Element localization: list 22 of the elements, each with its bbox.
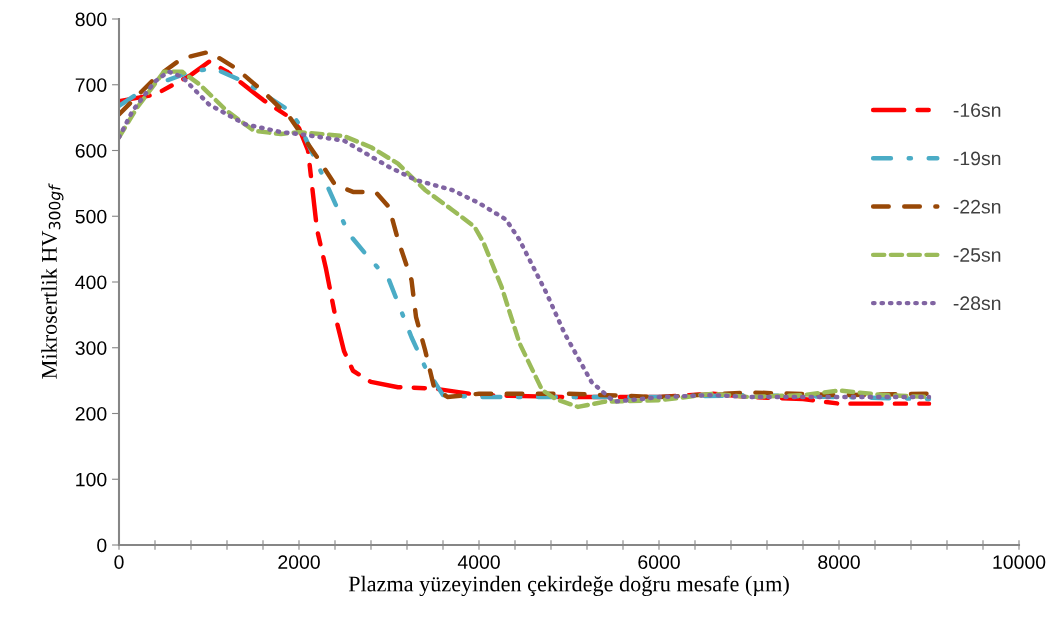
y-tick-label: 400 (75, 275, 107, 290)
y-axis-title: Mikrosertlik HV$_{300gf}$ (41, 183, 64, 379)
x-tick-label: 4000 (457, 555, 500, 569)
y-tick-label: 300 (75, 341, 107, 355)
x-tick-label: 0 (114, 555, 124, 569)
y-tick-label: 700 (75, 78, 107, 92)
y-tick-label: 600 (75, 143, 107, 158)
legend-label: -19sn (953, 151, 1001, 166)
x-tick-label: 6000 (638, 555, 680, 569)
x-axis-title: Plazma yüzeyinden çekirdeğe doğru mesafe (µm) (348, 575, 789, 597)
y-tick-label: 500 (75, 209, 107, 224)
legend-label: -22sn (953, 199, 1001, 214)
y-tick-label: 100 (76, 472, 107, 487)
legend-label: -25sn (953, 248, 1001, 262)
x-tick-label: 8000 (818, 555, 860, 569)
y-tick-label: 800 (75, 12, 107, 27)
x-tick-label: 10000 (993, 555, 1046, 569)
legend-label: -16sn (953, 103, 1001, 118)
y-tick-label: 200 (75, 406, 107, 421)
y-tick-label: 0 (97, 538, 107, 553)
x-tick-label: 2000 (278, 555, 320, 569)
legend-label: -28sn (953, 296, 1001, 311)
